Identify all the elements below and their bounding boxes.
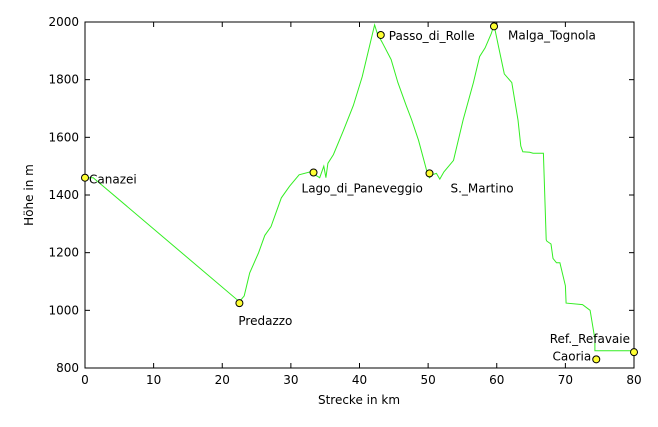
x-tick-label: 30: [283, 373, 298, 387]
y-axis-title: Höhe in m: [22, 164, 36, 226]
x-tick-label: 80: [626, 373, 641, 387]
x-tick-label: 0: [81, 373, 89, 387]
place-label: Passo_di_Rolle: [389, 29, 475, 43]
place-marker: [490, 22, 499, 31]
place-label: Malga_Tognola: [508, 28, 596, 42]
place-markers: [81, 22, 638, 364]
place-marker: [235, 299, 244, 308]
place-label: Caoria: [553, 349, 592, 363]
place-marker: [376, 30, 385, 39]
x-tick-label: 40: [352, 373, 367, 387]
y-tick-label: 1000: [48, 303, 79, 317]
y-tick-label: 1200: [48, 246, 79, 260]
y-tick-label: 2000: [48, 15, 79, 29]
place-labels: Canazei Predazzo Lago_di_Paneveggio Passo_d…: [89, 28, 630, 363]
x-axis-title: Strecke in km: [318, 393, 400, 407]
place-label: S._Martino: [450, 181, 513, 195]
place-marker: [630, 348, 638, 357]
y-axis-ticks: 800 1000 1200 1400 1600 1800 2000: [48, 15, 634, 375]
place-marker: [309, 168, 318, 177]
place-marker: [592, 355, 601, 364]
place-label: Ref._Refavaie: [550, 332, 630, 346]
place-marker: [425, 169, 434, 178]
place-label: Canazei: [89, 173, 137, 187]
place-label: Lago_di_Paneveggio: [302, 182, 423, 196]
place-marker: [81, 173, 89, 182]
x-tick-label: 60: [489, 373, 504, 387]
y-tick-label: 1400: [48, 188, 79, 202]
x-tick-label: 70: [558, 373, 573, 387]
place-label: Predazzo: [238, 314, 292, 328]
x-tick-label: 10: [146, 373, 161, 387]
y-tick-label: 1600: [48, 130, 79, 144]
x-tick-label: 20: [215, 373, 230, 387]
x-tick-label: 50: [420, 373, 435, 387]
y-tick-label: 1800: [48, 73, 79, 87]
y-tick-label: 800: [56, 361, 79, 375]
x-axis-ticks: 0 10 20 30 40 50 60 70 80: [81, 22, 642, 387]
